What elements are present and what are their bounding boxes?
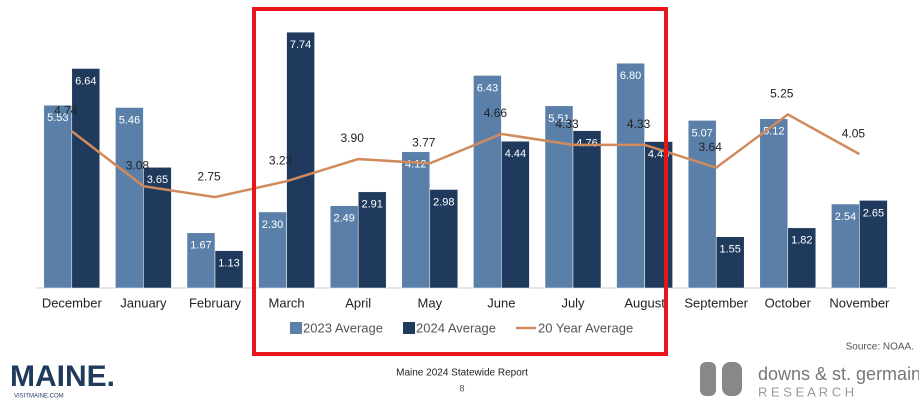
bar	[429, 189, 459, 289]
line-label: 3.08	[126, 158, 150, 172]
bar	[644, 141, 673, 289]
data-label: 5.53	[47, 112, 68, 124]
data-label: 1.55	[719, 244, 740, 256]
line-label: 5.25	[770, 87, 794, 101]
bar	[831, 203, 860, 289]
bar	[71, 68, 101, 289]
bar	[616, 62, 645, 289]
data-label: 1.67	[190, 240, 211, 252]
bar	[759, 118, 789, 289]
bar	[258, 211, 287, 289]
bar	[687, 120, 717, 289]
logo: MAINE.	[10, 360, 115, 393]
x-tick-label: May	[418, 295, 443, 310]
legend-label: 20 Year Average	[538, 320, 633, 335]
data-label: 2.91	[361, 199, 382, 211]
brand: downs & st. germain	[758, 364, 919, 384]
x-tick-label: June	[487, 295, 515, 310]
line-label: 4.33	[555, 117, 579, 131]
x-tick-label: July	[561, 295, 585, 310]
data-label: 2.65	[863, 207, 884, 219]
x-tick-label: January	[120, 295, 167, 310]
data-label: 5.07	[691, 127, 712, 139]
page-number: 8	[459, 383, 464, 393]
bar	[43, 104, 73, 289]
bar	[329, 205, 359, 289]
x-tick-label: August	[624, 295, 665, 310]
bar	[286, 31, 315, 289]
data-label: 4.12	[405, 159, 426, 171]
report-title: Maine 2024 Statewide Report	[396, 368, 528, 379]
data-label: 2.98	[433, 196, 454, 208]
legend-label: 2023 Average	[303, 320, 383, 335]
x-tick-label: October	[765, 295, 812, 310]
bar	[401, 151, 431, 289]
line-label: 4.66	[484, 106, 508, 120]
data-label: 6.64	[75, 75, 96, 87]
bar	[715, 236, 745, 289]
line-label: 3.23	[269, 153, 293, 167]
x-tick-label: November	[829, 295, 890, 310]
bar	[115, 107, 144, 289]
data-label: 1.82	[791, 235, 812, 247]
brand-icon	[700, 362, 716, 396]
data-label: 7.74	[290, 39, 311, 51]
data-label: 3.65	[147, 174, 168, 186]
logo-sub: VISITMAINE.COM	[14, 394, 64, 400]
legend-swatch	[403, 322, 415, 334]
line-label: 3.77	[412, 136, 436, 150]
brand-sub: R E S E A R C H	[758, 384, 854, 399]
data-label: 4.44	[505, 148, 526, 160]
line-label: 3.90	[341, 131, 365, 145]
bar	[572, 130, 602, 289]
x-tick-label: April	[345, 295, 371, 310]
data-label: 5.46	[119, 114, 140, 126]
data-label: 2.54	[835, 211, 856, 223]
line-label: 3.64	[699, 140, 723, 154]
bar	[473, 75, 502, 289]
line-label: 4.05	[842, 126, 866, 140]
line-label: 2.75	[197, 169, 221, 183]
bar	[214, 250, 244, 289]
bar	[501, 140, 530, 289]
highlight-box	[252, 7, 668, 356]
legend-swatch	[290, 322, 302, 334]
source: Source: NOAA.	[846, 342, 914, 353]
legend-label: 2024 Average	[416, 320, 496, 335]
line-label: 4.33	[627, 117, 651, 131]
brand-icon	[722, 362, 742, 396]
data-label: 1.13	[218, 258, 239, 270]
bar	[787, 227, 817, 289]
x-tick-label: February	[189, 295, 242, 310]
bar	[859, 200, 888, 289]
x-tick-label: March	[269, 295, 305, 310]
x-tick-label: September	[684, 295, 748, 310]
data-label: 6.43	[477, 82, 498, 94]
data-label: 4.76	[576, 138, 597, 150]
data-label: 6.80	[620, 70, 641, 82]
data-label: 5.51	[548, 113, 569, 125]
data-label: 2.30	[262, 219, 283, 231]
data-label: 2.49	[333, 213, 354, 225]
line-label: 4.74	[54, 103, 78, 117]
bar	[357, 191, 387, 289]
x-tick-label: December	[42, 295, 103, 310]
bar	[544, 105, 574, 289]
line	[71, 112, 861, 199]
